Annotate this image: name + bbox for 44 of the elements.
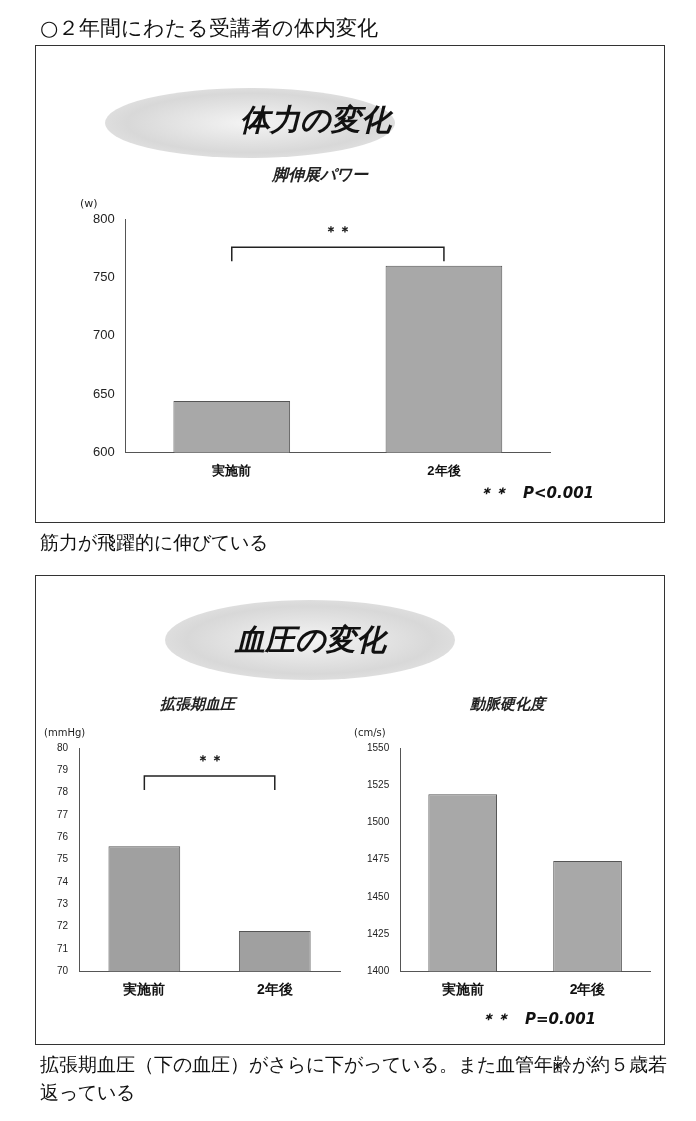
- text: ＊＊ P=0.001: [480, 1010, 597, 1029]
- y-tick-label: 78: [57, 786, 69, 798]
- text: 筋力が飛躍的に伸びている: [40, 530, 268, 555]
- y-tick-label: 1450: [367, 890, 390, 902]
- y-tick-label: 77: [57, 808, 69, 820]
- y-tick-label: 75: [57, 853, 69, 865]
- text: ○２年間にわたる受講者の体内変化: [40, 15, 379, 42]
- chart-title: 脚伸展パワー: [271, 166, 369, 184]
- text: 血圧の変化: [233, 621, 389, 659]
- y-tick-label: 71: [57, 942, 69, 954]
- y-tick-label: 1550: [367, 741, 390, 753]
- x-tick-label: 2年後: [256, 981, 293, 998]
- y-tick-label: 650: [92, 385, 115, 401]
- y-tick-label: 76: [57, 831, 69, 843]
- chart-title: 動脈硬化度: [468, 695, 548, 713]
- x-tick-label: 実施前: [123, 981, 166, 998]
- chart-title: 拡張期血圧: [158, 695, 238, 713]
- y-axis-title: (cm/s): [354, 726, 386, 738]
- y-tick-label: 72: [57, 920, 69, 932]
- y-tick-label: 79: [57, 764, 69, 776]
- text: 拡張期血圧（下の血圧）がさらに下がっている。また血管年齢が約５歳若返っている: [40, 1052, 668, 1105]
- y-tick-label: 750: [92, 269, 115, 285]
- x-tick-label: 2年後: [569, 981, 606, 998]
- y-tick-label: 700: [92, 327, 115, 343]
- annotation: ＊＊: [323, 222, 352, 239]
- y-tick-label: 73: [57, 897, 69, 909]
- y-tick-label: 80: [57, 741, 69, 753]
- y-axis-title: (w): [80, 196, 98, 210]
- y-tick-label: 70: [57, 964, 69, 976]
- x-tick-label: 実施前: [211, 462, 252, 478]
- y-tick-label: 600: [92, 443, 115, 459]
- x-tick-label: 実施前: [441, 981, 484, 998]
- y-tick-label: 800: [92, 210, 115, 226]
- y-axis-title: (mmHg): [44, 726, 86, 738]
- text: 体力の変化: [238, 101, 394, 139]
- y-tick-label: 1475: [367, 853, 390, 865]
- y-tick-label: 1500: [367, 816, 390, 828]
- text: ＊＊ P<0.001: [478, 484, 595, 503]
- y-tick-label: 1400: [367, 964, 390, 976]
- annotation: ＊＊: [195, 751, 224, 768]
- y-tick-label: 74: [57, 875, 69, 887]
- y-tick-label: 1525: [367, 778, 390, 790]
- x-tick-label: 2年後: [427, 462, 461, 478]
- y-tick-label: 1425: [367, 927, 390, 939]
